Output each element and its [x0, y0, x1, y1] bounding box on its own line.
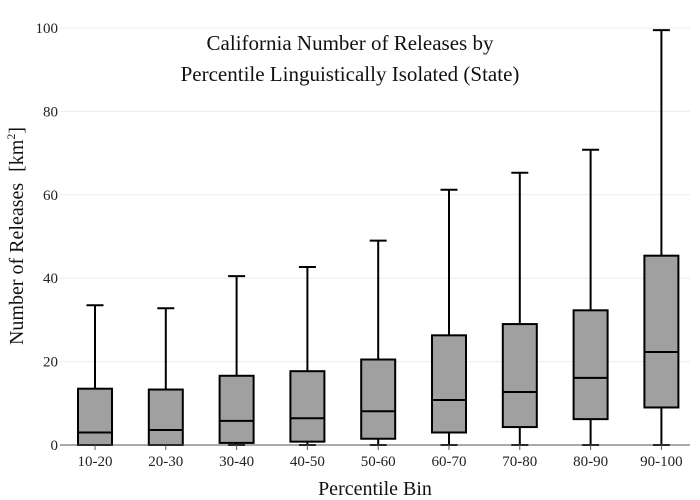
x-tick-label: 30-40 [219, 454, 254, 470]
y-tick-label: 80 [43, 104, 58, 120]
box-iqr [431, 334, 467, 434]
y-tick-labels: 0 20 40 60 80 100 [36, 21, 59, 454]
box-iqr [501, 323, 538, 429]
y-axis-title-unit-sup: 2 [4, 134, 18, 140]
y-axis-title-text: Number of Releases [6, 183, 28, 345]
box-70-80 [501, 171, 538, 446]
x-tick-label: 40-50 [290, 454, 325, 470]
box-90-100 [643, 29, 680, 446]
box-60-70 [431, 188, 467, 446]
y-axis-title-unit-close: ] [6, 127, 28, 134]
box-80-90 [572, 148, 609, 446]
box-30-40 [218, 275, 255, 446]
box-iqr [289, 370, 326, 443]
box-iqr [643, 254, 680, 409]
x-axis-title: Percentile Bin [318, 478, 432, 500]
y-tick-label: 0 [51, 438, 59, 454]
y-axis-title: Number of Releases [km2] [4, 127, 28, 345]
box-40-50 [289, 265, 326, 446]
box-20-30 [147, 307, 184, 446]
x-tick-label: 60-70 [432, 454, 467, 470]
box-10-20 [77, 304, 113, 446]
y-tick-label: 20 [43, 355, 58, 371]
y-axis-title-unit: [km [6, 139, 28, 172]
box-iqr [572, 309, 609, 421]
y-tick-label: 40 [43, 271, 58, 287]
boxes [77, 29, 680, 446]
x-tick-label: 50-60 [361, 454, 396, 470]
box-iqr [218, 374, 255, 444]
box-iqr [77, 387, 113, 446]
x-tick-labels: 10-20 20-30 30-40 40-50 50-60 60-70 70-80 80-90… [78, 445, 683, 470]
box-iqr [147, 388, 184, 446]
chart-title-line-2: Percentile Linguistically Isolated (Stat… [181, 62, 520, 86]
x-tick-label: 80-90 [573, 454, 608, 470]
y-tick-label: 100 [36, 21, 59, 37]
chart-title-line-1: California Number of Releases by [207, 31, 494, 55]
x-tick-label: 70-80 [502, 454, 537, 470]
box-iqr [360, 358, 397, 440]
x-tick-label: 20-30 [148, 454, 183, 470]
box-50-60 [360, 239, 397, 446]
x-tick-label: 10-20 [78, 454, 113, 470]
y-tick-label: 60 [43, 188, 58, 204]
x-tick-label: 90-100 [640, 454, 683, 470]
